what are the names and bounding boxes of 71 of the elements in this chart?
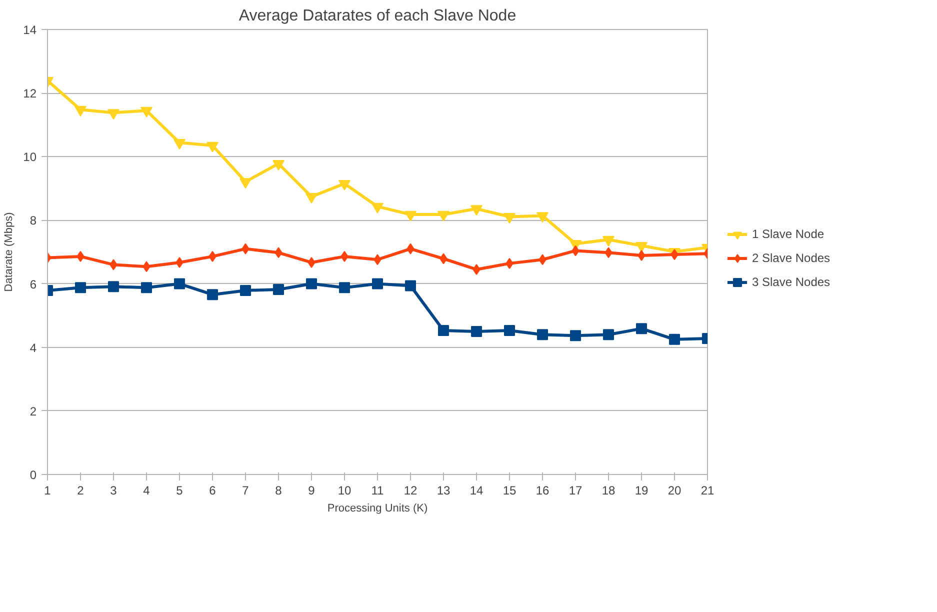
point: [74, 106, 86, 116]
x-tick-label: 4: [143, 484, 150, 498]
point: [438, 210, 450, 222]
point: [141, 282, 152, 294]
x-tick-label: 6: [209, 484, 216, 498]
x-tick-label: 21: [700, 484, 714, 498]
x-tick-label: 14: [470, 484, 484, 498]
x-tick-label: 18: [602, 484, 616, 498]
point: [438, 325, 449, 336]
y-tick-label: 6: [30, 277, 37, 292]
point: [339, 282, 350, 294]
y-axis-title: Datarate (Mbps): [3, 212, 16, 292]
point: [470, 205, 482, 216]
y-tick-label: 2: [30, 404, 37, 418]
point: [306, 193, 318, 204]
legend-label: 1 Slave Node: [752, 227, 824, 241]
x-tick-label: 5: [176, 484, 184, 498]
x-tick-label: 16: [536, 484, 550, 498]
point: [240, 284, 251, 296]
point: [602, 236, 614, 246]
x-tick-label: 8: [275, 484, 282, 498]
point: [174, 278, 185, 290]
point: [108, 281, 119, 292]
point: [504, 325, 515, 336]
point: [603, 329, 614, 340]
y-tick-label: 10: [23, 150, 37, 164]
x-tick-label: 11: [371, 484, 384, 498]
point: [636, 323, 647, 334]
point: [537, 329, 548, 340]
point: [174, 138, 186, 150]
x-tick-label: 9: [308, 484, 316, 498]
x-tick-label: 2: [77, 484, 84, 498]
point: [536, 212, 548, 223]
point: [471, 326, 482, 337]
point: [75, 282, 86, 294]
x-tick-label: 17: [568, 484, 582, 498]
y-tick-label: 12: [23, 86, 37, 101]
y-tick-label: 8: [30, 214, 37, 228]
y-tick-label: 4: [30, 340, 37, 355]
x-tick-label: 13: [436, 484, 450, 498]
point: [570, 330, 581, 342]
x-tick-label: 10: [338, 484, 352, 498]
legend-label: 3 Slave Nodes: [752, 275, 830, 289]
point: [338, 180, 350, 191]
x-tick-label: 3: [110, 484, 118, 498]
point: [306, 278, 317, 290]
point: [372, 202, 384, 214]
point: [504, 213, 516, 224]
point: [405, 280, 416, 292]
y-tick-label: 0: [30, 468, 37, 482]
chart-title: Average Datarates of each Slave Node: [238, 8, 516, 24]
legend-label: 2 Slave Nodes: [752, 251, 830, 265]
point: [140, 106, 152, 118]
x-tick-label: 12: [404, 484, 418, 498]
point: [272, 160, 284, 170]
point: [636, 242, 648, 252]
point: [273, 284, 284, 296]
y-tick-label: 14: [23, 23, 37, 37]
point: [108, 109, 120, 120]
x-tick-label: 20: [668, 484, 682, 498]
point: [669, 334, 680, 345]
x-tick-label: 15: [502, 484, 516, 498]
point: [404, 210, 416, 222]
point: [240, 178, 252, 189]
point: [207, 289, 218, 300]
x-tick-label: 19: [634, 484, 648, 498]
point: [206, 142, 218, 152]
x-tick-label: 1: [44, 484, 52, 498]
x-tick-label: 7: [242, 484, 250, 498]
x-axis-title: Processing Units (K): [327, 502, 428, 514]
point: [372, 278, 383, 290]
